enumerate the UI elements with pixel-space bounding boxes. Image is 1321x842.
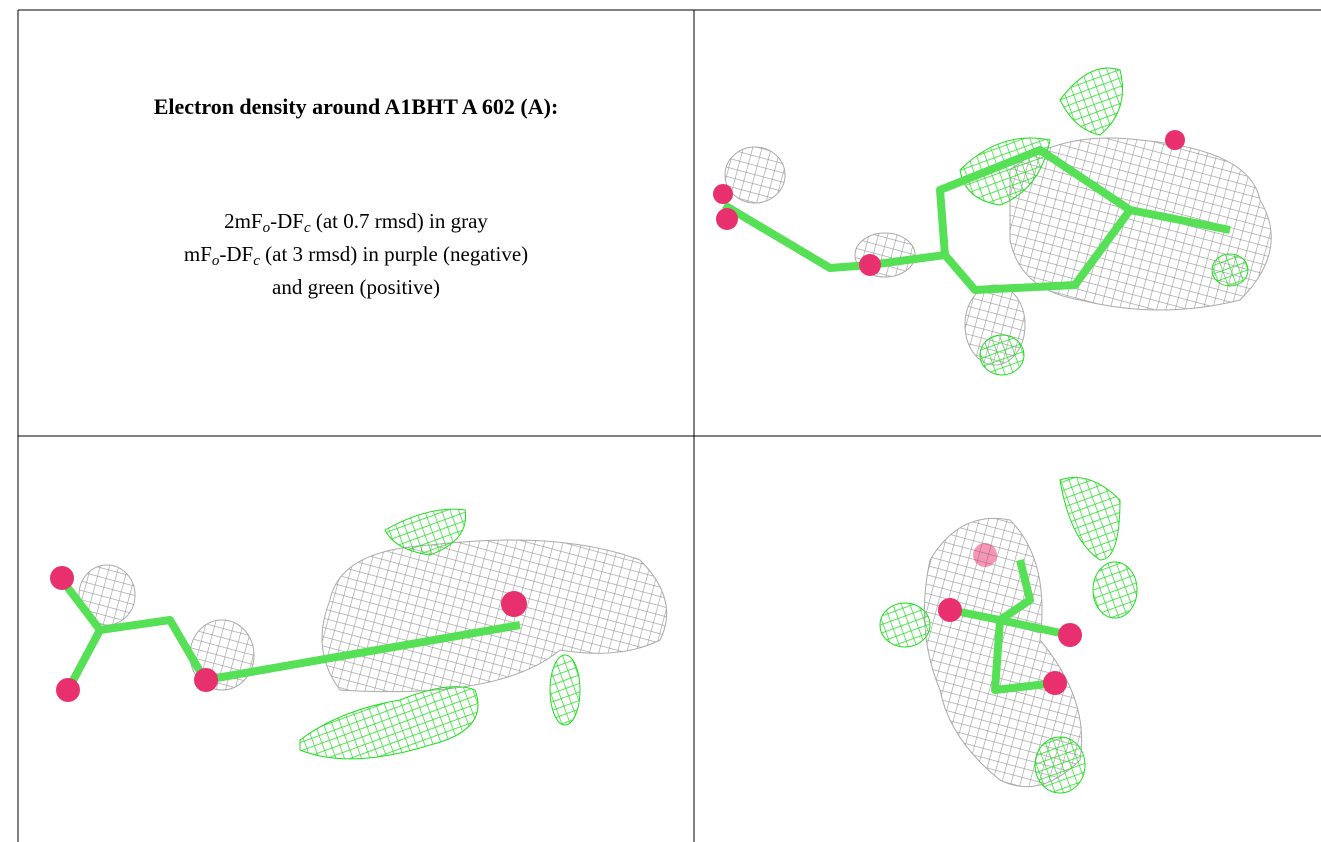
green-mesh — [550, 655, 580, 725]
oxygen-atom — [1165, 130, 1185, 150]
oxygen-atom — [56, 678, 80, 702]
subscript: c — [304, 220, 311, 236]
text: (at 3 rmsd) in purple (negative) — [260, 242, 528, 266]
green-mesh — [980, 335, 1024, 375]
subscript: o — [263, 220, 271, 236]
oxygen-atom — [50, 566, 74, 590]
oxygen-atom — [716, 208, 738, 230]
subscript: c — [253, 253, 260, 269]
density-view-1 — [713, 68, 1271, 375]
oxygen-atom — [1043, 671, 1067, 695]
text: (at 0.7 rmsd) in gray — [311, 209, 488, 233]
density-view-3 — [880, 478, 1137, 794]
legend-line: mFo-DFc (at 3 rmsd) in purple (negative) — [18, 238, 694, 271]
page: Electron density around A1BHT A 602 (A):… — [0, 0, 1321, 842]
oxygen-atom — [713, 184, 733, 204]
gray-mesh — [322, 540, 667, 692]
oxygen-atom — [194, 668, 218, 692]
green-mesh — [1035, 737, 1085, 793]
green-mesh — [1212, 254, 1248, 286]
gray-mesh — [725, 147, 785, 203]
green-mesh — [880, 603, 930, 647]
legend-line: 2mFo-DFc (at 0.7 rmsd) in gray — [18, 205, 694, 238]
green-mesh — [1060, 68, 1123, 135]
legend-text: 2mFo-DFc (at 0.7 rmsd) in gray mFo-DFc (… — [18, 205, 694, 304]
text: mF — [184, 242, 212, 266]
oxygen-atom — [501, 591, 527, 617]
oxygen-atom — [859, 254, 881, 276]
figure-table — [0, 0, 1321, 842]
legend-line: and green (positive) — [18, 271, 694, 304]
text: -DF — [219, 242, 253, 266]
oxygen-atom — [1058, 623, 1082, 647]
oxygen-atom — [973, 543, 997, 567]
oxygen-atom — [938, 598, 962, 622]
text: 2mF — [224, 209, 263, 233]
text: -DF — [270, 209, 304, 233]
green-mesh — [1060, 478, 1120, 561]
green-mesh — [300, 687, 478, 759]
density-view-2 — [50, 509, 667, 759]
text: and green (positive) — [272, 275, 440, 299]
table-borders — [18, 10, 1321, 842]
green-mesh — [1093, 562, 1137, 618]
cell-title: Electron density around A1BHT A 602 (A): — [18, 94, 694, 120]
